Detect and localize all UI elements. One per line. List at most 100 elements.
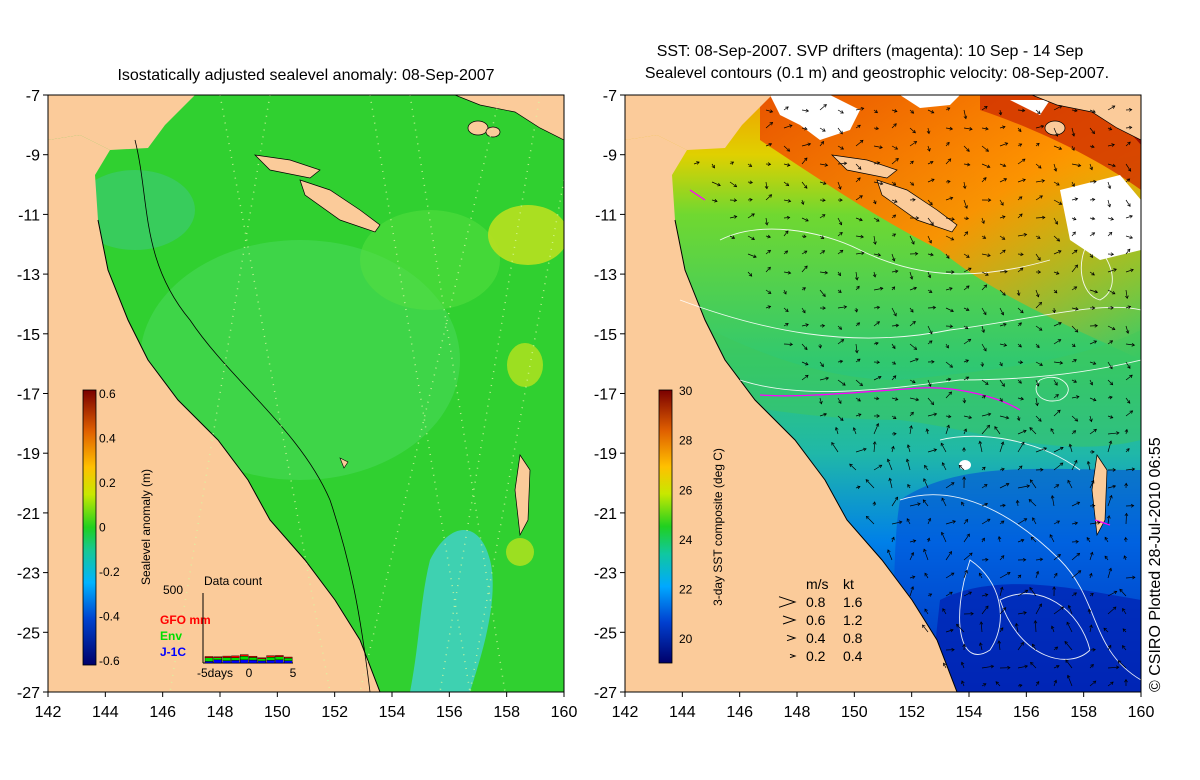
data-count-bars [204,654,293,664]
left-lon-tick-158: 158 [493,704,520,721]
data-count-bar-2-gfo [222,655,231,658]
velocity-legend-arrow-0 [778,596,797,608]
left-lat-tick--27: -27 [17,685,40,702]
left-colorbar: 0.6 0.4 0.2 0 -0.2 -0.4 -0.6 Sealevel anomaly … [82,387,153,668]
data-count-xtick-5: 5 [290,666,297,680]
data-count-bar-1-env [213,657,223,661]
right-lat-tick--7: -7 [603,88,617,105]
left-low-anomaly [410,530,493,692]
velocity-legend-arrow-1 [782,615,797,625]
data-count-bar-3-j1c [231,660,240,664]
right-lat-tick--27: -27 [594,685,617,702]
right-lat-tick--15: -15 [594,327,617,344]
left-lon-tick-160: 160 [551,704,578,721]
right-lat-axis: -7 -9 -11 -13 -15 -17 -19 -21 -23 -25 -27 [594,88,625,702]
data-count-bar-6-gfo [257,657,266,659]
right-panel: SST: 08-Sep-2007. SVP drifters (magenta)… [594,43,1155,721]
velocity-legend-kt-0: 1.6 [843,594,863,610]
data-count-bar-2-j1c [222,660,231,664]
right-map [625,95,1141,692]
left-lat-tick--15: -15 [17,327,40,344]
right-lon-tick-152: 152 [898,704,925,721]
svp-drifter-track [759,387,1021,411]
data-count-title: Data count [204,574,263,588]
left-lat-tick--11: -11 [18,207,40,224]
left-lat-tick--7: -7 [26,88,40,105]
data-count-bar-7-j1c [266,660,275,664]
right-lat-tick--13: -13 [594,267,617,284]
right-lon-tick-148: 148 [784,704,811,721]
left-lat-tick--21: -21 [17,506,40,523]
left-lat-tick--25: -25 [17,625,40,642]
data-count-bar-7-env [266,657,275,661]
left-lon-tick-144: 144 [92,704,119,721]
data-count-bar-4-env [239,655,249,661]
data-count-bar-4-gfo [239,654,249,657]
data-count-bar-2-env [222,657,231,661]
data-count-bar-8-env [275,656,284,661]
data-count-bar-1-gfo [213,656,223,658]
colorbar-tick--0.6: -0.6 [99,654,120,668]
velocity-legend-kt-header: kt [843,576,854,592]
sst-colorbar-tick-22: 22 [679,583,693,597]
data-count-bar-4-j1c [239,659,249,664]
right-lon-tick-150: 150 [841,704,868,721]
left-map [48,95,564,692]
data-count-bar-5-env [248,657,258,661]
right-lat-tick--11: -11 [595,207,617,224]
left-lon-tick-154: 154 [379,704,406,721]
right-lon-tick-144: 144 [669,704,696,721]
right-lon-tick-154: 154 [956,704,983,721]
right-lon-axis: 142 144 146 148 150 152 154 156 158 160 [612,692,1155,721]
left-colorbar-label: Sealevel anomaly (m) [139,469,153,585]
data-count-bar-8-gfo [275,655,284,657]
left-land-australia [48,135,380,692]
data-count-legend-1: Env [160,629,182,643]
left-lon-tick-156: 156 [436,704,463,721]
left-lon-tick-142: 142 [35,704,62,721]
velocity-legend-arrow-2 [786,634,797,642]
data-count-bar-3-env [231,657,240,661]
data-count-bar-3-gfo [231,655,240,658]
colorbar-tick-0: 0 [99,521,106,535]
data-count-bar-1-j1c [213,659,223,664]
velocity-legend-ms-2: 0.4 [806,630,826,646]
cloud-gaps [770,95,1141,470]
data-count-legend-0: GFO mm [160,613,211,627]
data-count-xtick-0: 0 [246,666,253,680]
left-panel: Isostatically adjusted sealevel anomaly:… [17,67,578,721]
data-count-bar-7-gfo [266,655,275,658]
right-lat-tick--23: -23 [594,566,617,583]
altimeter-tracks [169,95,564,692]
right-lat-tick--9: -9 [603,148,617,165]
data-count-bar-8-j1c [275,659,284,664]
sst-colorbar-tick-20: 20 [679,632,693,646]
right-lon-tick-142: 142 [612,704,639,721]
right-lon-tick-146: 146 [726,704,753,721]
velocity-legend-ms-1: 0.6 [806,612,826,628]
right-lon-tick-158: 158 [1070,704,1097,721]
data-count-inset: Data count 500 GFO mm Env J-1C -5days 0 5 [160,574,297,680]
geostrophic-velocity-arrows [693,104,1136,688]
data-count-bar-9-gfo [284,656,293,659]
colorbar-tick-0.2: 0.2 [99,476,116,490]
left-lon-tick-152: 152 [321,704,348,721]
sst-colorbar-tick-28: 28 [679,434,693,448]
right-lon-tick-160: 160 [1128,704,1155,721]
left-land-png [48,95,195,150]
left-lat-tick--19: -19 [17,446,40,463]
sst-colorbar-tick-24: 24 [679,533,693,547]
data-count-ymax: 500 [163,583,183,597]
sealevel-contours [679,228,1141,681]
data-count-legend-2: J-1C [160,645,186,659]
data-count-bar-0-env [204,657,214,662]
right-lat-tick--17: -17 [594,387,617,404]
right-panel-title-line1: SST: 08-Sep-2007. SVP drifters (magenta)… [657,43,1084,60]
left-lon-tick-150: 150 [264,704,291,721]
credit-text: © CSIRO Plotted 28-Jul-2010 06:55 [1147,437,1164,692]
velocity-legend-arrow-3 [789,653,797,659]
data-count-bar-5-gfo [248,655,258,658]
left-panel-title: Isostatically adjusted sealevel anomaly:… [117,67,494,84]
left-lat-tick--17: -17 [17,387,40,404]
